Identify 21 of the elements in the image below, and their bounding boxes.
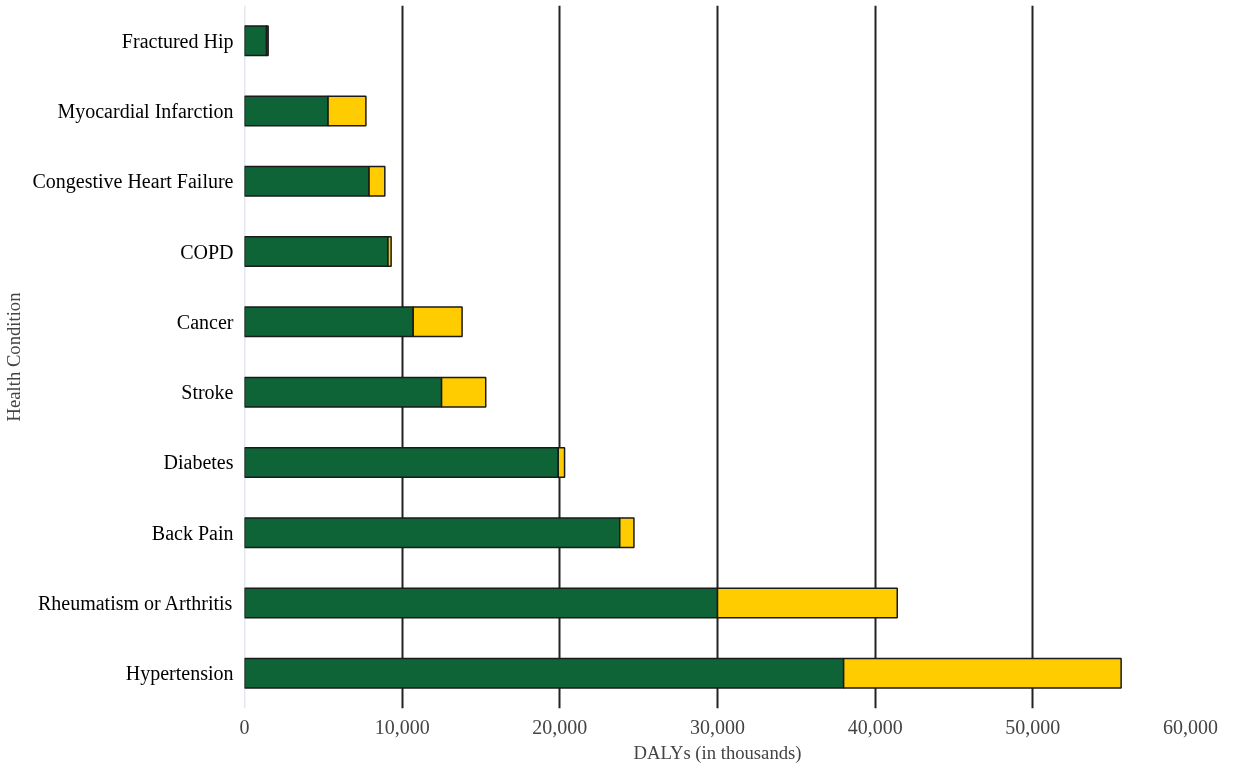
y-tick-label: Hypertension	[125, 662, 234, 686]
bar	[244, 236, 389, 268]
x-tick-label: 0	[239, 715, 250, 738]
y-tick-label: Stroke	[181, 381, 234, 404]
bar	[244, 25, 268, 57]
y-tick-label: Diabetes	[163, 451, 234, 474]
x-tick-label: 30,000	[690, 715, 745, 738]
x-tick-label: 60,000	[1163, 715, 1218, 738]
y-axis-title: Health Condition	[3, 291, 25, 422]
y-tick-label: Rheumatism or Arthritis	[37, 592, 233, 615]
y-tick-label: Myocardial Infarction	[57, 99, 234, 123]
x-tick-label: 20,000	[532, 715, 588, 738]
x-tick-label: 40,000	[847, 715, 903, 738]
y-tick-label: Cancer	[176, 310, 234, 333]
x-tick-label: 50,000	[1005, 715, 1061, 738]
x-axis-title: DALYs (in thousands)	[633, 741, 802, 764]
x-tick-label: 10,000	[374, 715, 430, 738]
y-tick-label: Fractured Hip	[121, 29, 234, 53]
y-tick-label: Back Pain	[151, 521, 234, 544]
y-tick-label: COPD	[180, 240, 234, 263]
y-tick-label: Congestive Heart Failure	[32, 170, 234, 194]
